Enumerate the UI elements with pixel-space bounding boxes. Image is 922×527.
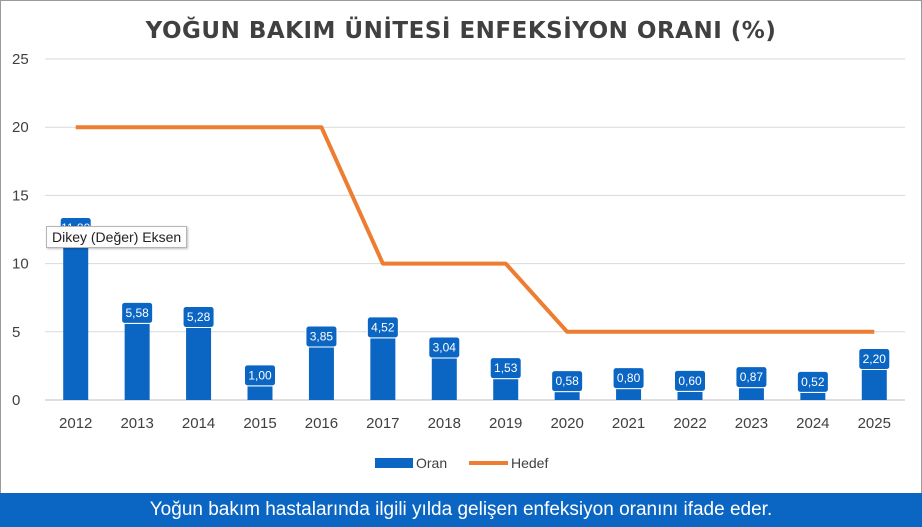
x-tick-label: 2022 xyxy=(673,415,706,432)
data-label: 0,60 xyxy=(678,374,702,388)
data-label: 0,80 xyxy=(617,371,641,385)
data-label-badge xyxy=(612,367,645,390)
chart-title: YOĞUN BAKIM ÜNİTESİ ENFEKSİYON ORANI (%) xyxy=(145,18,777,44)
y-tick-label: 0 xyxy=(12,392,20,409)
footer-note: Yoğun bakım hastalarında ilgili yılda ge… xyxy=(0,493,922,527)
bar-oran[interactable] xyxy=(63,239,89,400)
y-tick-label: 10 xyxy=(12,256,29,273)
data-label-badge xyxy=(244,364,276,387)
legend-label-oran: Oran xyxy=(416,455,447,471)
x-tick-label: 2013 xyxy=(120,415,153,432)
y-tick-label: 25 xyxy=(12,51,29,68)
data-label-badge xyxy=(182,305,215,328)
x-tick-label: 2024 xyxy=(796,415,829,432)
data-label-badge xyxy=(796,370,829,393)
bar-oran[interactable] xyxy=(677,391,703,400)
data-label: 3,85 xyxy=(310,329,334,343)
data-label: 5,58 xyxy=(125,306,149,320)
legend-swatch-oran xyxy=(375,458,413,468)
bar-oran[interactable] xyxy=(186,327,212,400)
axis-tooltip: Dikey (Değer) Eksen xyxy=(46,226,188,248)
data-label: 1,53 xyxy=(494,361,518,375)
x-tick-label: 2025 xyxy=(858,415,891,432)
data-label: 0,58 xyxy=(555,374,579,388)
legend-label-hedef: Hedef xyxy=(511,455,548,471)
data-label-badge xyxy=(858,347,891,370)
x-tick-label: 2018 xyxy=(428,415,461,432)
x-tick-label: 2020 xyxy=(550,415,583,432)
data-label-badge xyxy=(551,370,584,393)
data-label-badge xyxy=(428,336,461,359)
x-tick-label: 2017 xyxy=(366,415,399,432)
bar-oran[interactable] xyxy=(370,338,396,400)
x-tick-label: 2014 xyxy=(182,415,215,432)
bar-oran[interactable] xyxy=(554,392,580,400)
bar-oran[interactable] xyxy=(431,358,457,400)
bar-oran[interactable] xyxy=(616,389,642,400)
x-tick-label: 2021 xyxy=(612,415,645,432)
bar-oran[interactable] xyxy=(124,323,150,400)
data-label: 2,20 xyxy=(863,352,887,366)
x-tick-label: 2023 xyxy=(735,415,768,432)
x-tick-label: 2015 xyxy=(243,415,276,432)
y-tick-label: 20 xyxy=(12,119,29,136)
data-label: 0,52 xyxy=(801,375,825,389)
bar-oran[interactable] xyxy=(861,369,887,400)
data-label-badge xyxy=(489,357,522,380)
bar-oran[interactable] xyxy=(308,347,334,400)
bar-oran[interactable] xyxy=(247,386,273,400)
data-label-badge xyxy=(735,366,768,389)
data-label-badge xyxy=(366,316,399,339)
data-label-badge xyxy=(305,325,338,348)
bar-oran[interactable] xyxy=(738,388,764,400)
y-tick-label: 5 xyxy=(12,324,20,341)
data-label: 3,04 xyxy=(433,341,457,355)
line-hedef[interactable] xyxy=(75,125,875,334)
y-tick-label: 15 xyxy=(12,187,29,204)
data-label: 0,87 xyxy=(740,370,764,384)
data-label: 5,28 xyxy=(187,310,211,324)
data-label-badge xyxy=(674,369,706,392)
x-tick-label: 2012 xyxy=(59,415,92,432)
data-label: 4,52 xyxy=(371,320,395,334)
x-tick-label: 2019 xyxy=(489,415,522,432)
x-tick-label: 2016 xyxy=(305,415,338,432)
data-label: 1,00 xyxy=(248,368,272,382)
bar-oran[interactable] xyxy=(493,379,519,400)
bar-oran[interactable] xyxy=(800,392,826,400)
data-label-badge xyxy=(121,301,154,324)
